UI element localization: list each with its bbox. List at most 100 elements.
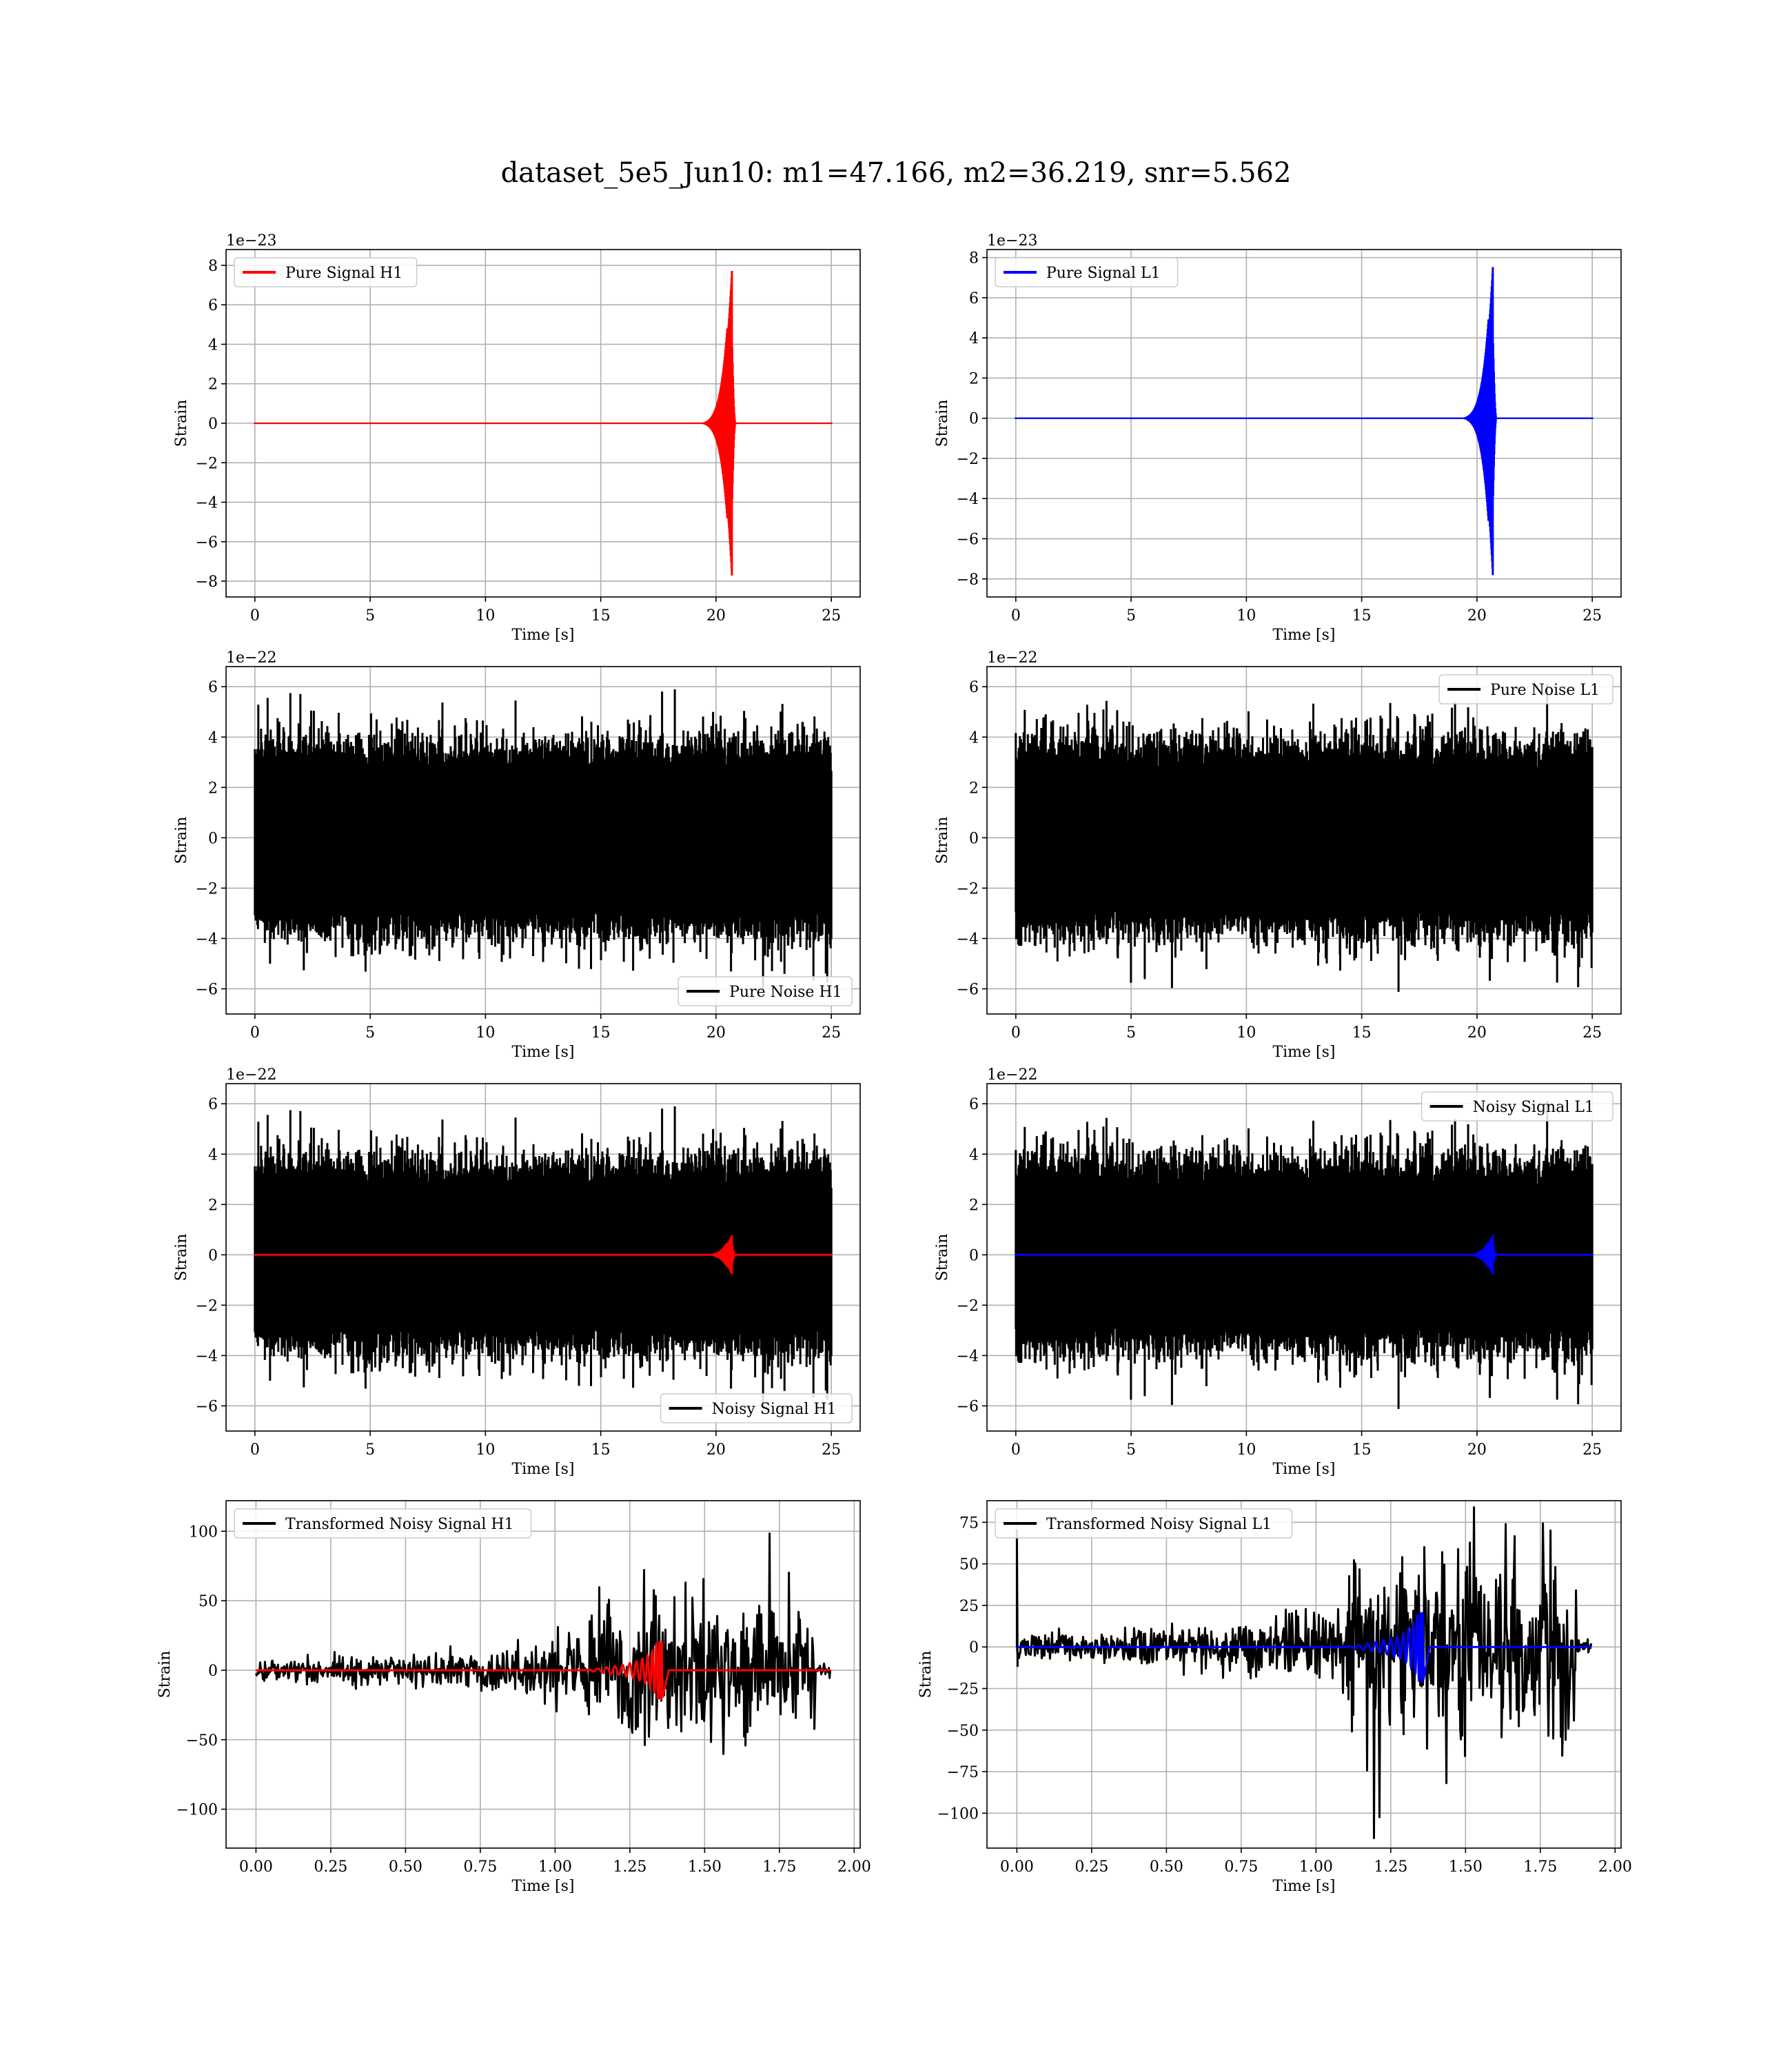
y-axis-label: Strain (934, 817, 951, 864)
subplot-2: 0 5 10 15 20 25 −8 −6 −4 −2 0 2 4 6 8 Time [s] Strain 1e−… (934, 232, 1622, 644)
y-axis-label: Strain (173, 817, 190, 864)
x-tick-label: 0 (250, 607, 260, 625)
y-tick-label: −6 (957, 981, 979, 998)
x-tick-label: 0 (1011, 1024, 1021, 1042)
x-tick-label: 2.00 (837, 1858, 871, 1876)
y-tick-label: −6 (957, 531, 979, 549)
series-1 (254, 1106, 833, 1407)
legend-label: Noisy Signal L1 (1473, 1099, 1594, 1116)
y-tick-label: 100 (189, 1523, 218, 1541)
x-axis-label: Time [s] (1272, 627, 1335, 644)
y-tick-label: −2 (196, 455, 218, 472)
y-tick-label: −4 (196, 931, 218, 948)
y-tick-label: −75 (947, 1764, 979, 1781)
series-1 (1015, 267, 1594, 576)
y-tick-label: 2 (208, 376, 218, 394)
legend-box (678, 976, 853, 1006)
y-tick-label: 0 (208, 1663, 218, 1680)
y-tick-label: −2 (196, 880, 218, 898)
legend-label: Pure Signal H1 (285, 265, 403, 282)
y-tick-label: 0 (208, 1247, 218, 1264)
y-tick-label: 0 (969, 830, 979, 847)
y-tick-label: −6 (196, 981, 218, 998)
x-tick-label: 5 (365, 1441, 375, 1459)
subplot-5: 0 5 10 15 20 25 −6 −4 −2 0 2 4 6 Time [s] Strain 1e−22 N… (173, 1066, 861, 1478)
x-tick-label: 1.00 (538, 1858, 572, 1876)
offset-label: 1e−23 (226, 232, 276, 250)
offset-label: 1e−23 (987, 232, 1037, 250)
x-tick-label: 1.25 (613, 1858, 646, 1876)
x-tick-label: 0.25 (314, 1858, 347, 1876)
y-tick-label: 4 (208, 729, 218, 747)
grid (987, 250, 1621, 597)
axes-frame (225, 666, 861, 1015)
x-tick-label: 1.50 (1449, 1858, 1483, 1876)
x-tick-label: 15 (1352, 607, 1372, 625)
legend-label: Transformed Noisy Signal L1 (1046, 1516, 1272, 1533)
y-tick-label: −6 (196, 1398, 218, 1415)
x-tick-label: 20 (706, 1441, 726, 1459)
axes-frame (986, 1083, 1622, 1432)
legend: Pure Signal H1 (234, 257, 418, 287)
plot-area (1015, 684, 1594, 992)
legend-box (234, 257, 418, 287)
x-tick-label: 10 (1236, 1024, 1256, 1042)
axes-frame (225, 1500, 861, 1849)
x-tick-label: 0 (1011, 1441, 1021, 1459)
y-tick-label: −25 (947, 1681, 979, 1698)
y-tick-label: −6 (196, 534, 218, 551)
x-tick-label: 15 (591, 1441, 611, 1459)
legend-label: Pure Signal L1 (1046, 265, 1161, 282)
y-tick-label: 2 (969, 1197, 979, 1214)
x-tick-label: 15 (1352, 1024, 1372, 1042)
subplot-7: 0.00 0.25 0.50 0.75 1.00 1.25 1.50 1.75 2.00 −100… (156, 1500, 871, 1895)
legend-box (1421, 1091, 1613, 1122)
legend: Noisy Signal H1 (660, 1393, 853, 1423)
legend-label: Pure Noise L1 (1490, 682, 1600, 699)
axes-frame (225, 1083, 861, 1432)
x-tick-label: 15 (591, 1024, 611, 1042)
series-2 (256, 1641, 831, 1701)
y-tick-label: −100 (176, 1802, 218, 1819)
y-tick-label: 6 (969, 290, 979, 307)
offset-label: 1e−22 (226, 649, 276, 667)
x-tick-label: 20 (706, 1024, 726, 1042)
legend: Pure Signal L1 (995, 257, 1179, 287)
x-tick-label: 0.25 (1075, 1858, 1108, 1876)
y-tick-label: −2 (957, 880, 979, 898)
x-axis-label: Time [s] (1272, 1044, 1335, 1061)
grid (987, 1501, 1621, 1848)
series-1 (1015, 684, 1594, 992)
x-tick-label: 15 (1352, 1441, 1372, 1459)
y-tick-label: 50 (959, 1557, 979, 1574)
series-1 (254, 689, 833, 990)
x-tick-label: 10 (476, 1441, 495, 1459)
y-axis-label: Strain (173, 400, 190, 447)
plot-area (254, 271, 833, 576)
subplot-8: 0.00 0.25 0.50 0.75 1.00 1.25 1.50 1.75 2.00 −100… (917, 1500, 1632, 1895)
y-tick-label: 6 (969, 679, 979, 696)
y-tick-label: 0 (208, 416, 218, 433)
x-tick-label: 25 (822, 1024, 841, 1042)
x-axis-label: Time [s] (1272, 1878, 1335, 1895)
series-2 (1015, 1235, 1594, 1275)
x-tick-label: 20 (1467, 607, 1487, 625)
x-tick-label: 25 (1582, 1441, 1602, 1459)
legend-box (995, 1508, 1293, 1539)
legend-label: Noisy Signal H1 (712, 1401, 837, 1418)
subplot-3: 0 5 10 15 20 25 −6 −4 −2 0 2 4 6 Time [s] Strain 1e−22 P… (173, 649, 861, 1061)
offset-label: 1e−22 (226, 1066, 276, 1084)
y-tick-label: 0 (969, 1247, 979, 1264)
x-tick-label: 0.50 (1150, 1858, 1183, 1876)
y-tick-label: −100 (937, 1805, 979, 1823)
plot-area (254, 1106, 833, 1407)
y-axis-label: Strain (934, 1234, 951, 1281)
legend: Pure Noise L1 (1438, 674, 1613, 704)
legend-box (1438, 674, 1613, 704)
axes-frame (986, 249, 1622, 598)
x-tick-label: 15 (591, 607, 611, 625)
x-tick-label: 5 (1126, 1441, 1136, 1459)
y-tick-label: 2 (208, 1197, 218, 1214)
y-tick-label: −6 (957, 1398, 979, 1415)
